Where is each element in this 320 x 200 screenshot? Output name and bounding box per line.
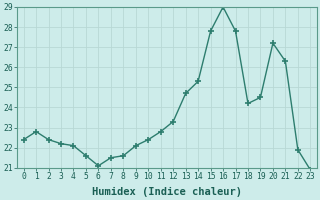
X-axis label: Humidex (Indice chaleur): Humidex (Indice chaleur) <box>92 186 242 197</box>
